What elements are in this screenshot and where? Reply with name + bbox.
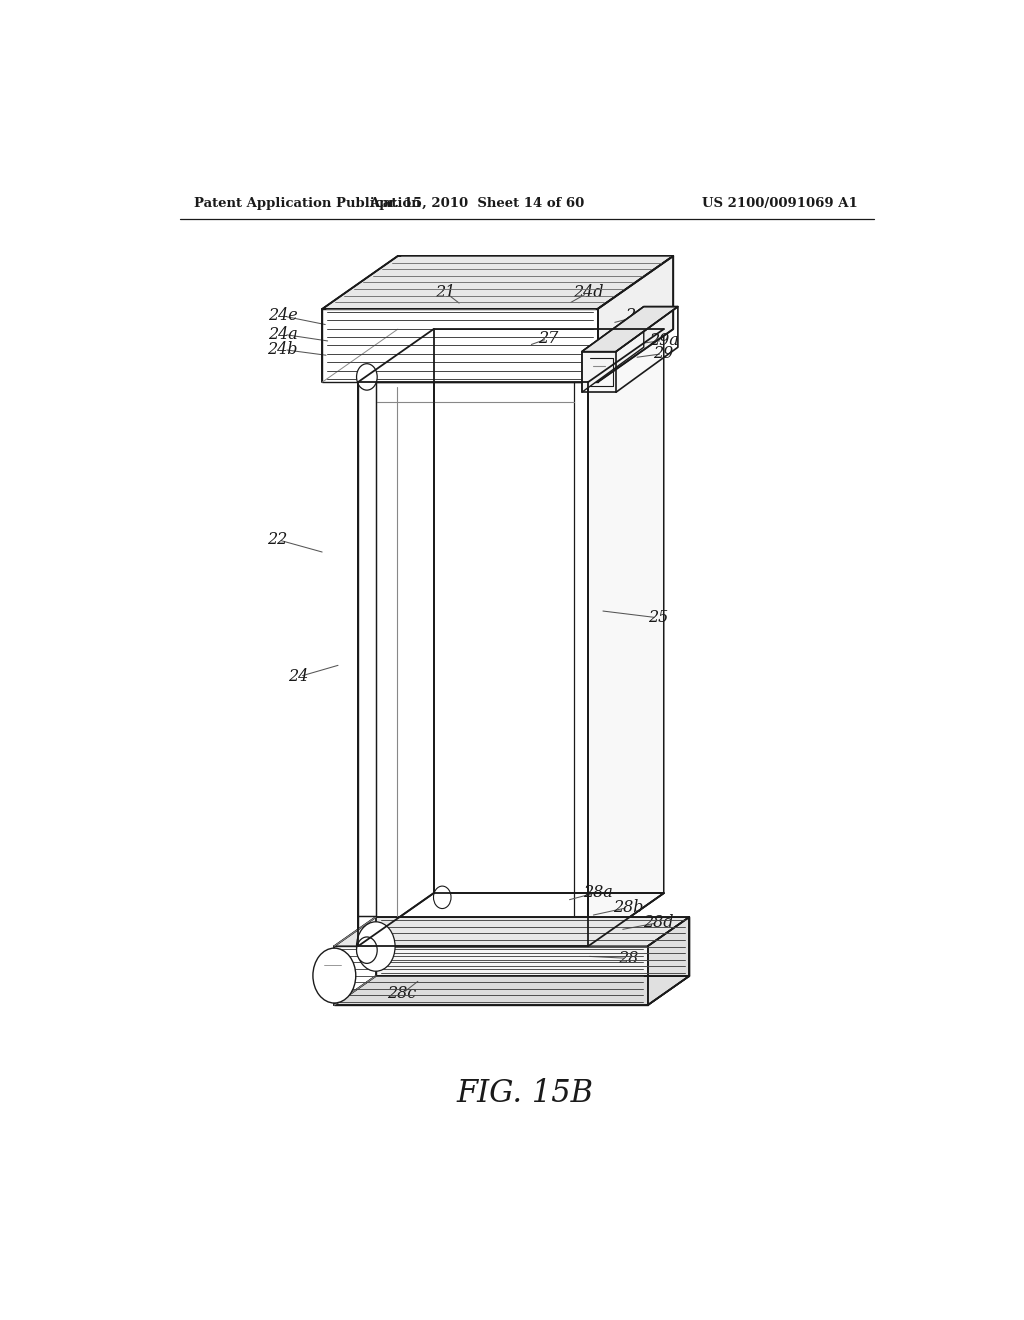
Text: 24d: 24d [573, 284, 603, 301]
Text: Patent Application Publication: Patent Application Publication [194, 197, 421, 210]
Text: 28a: 28a [583, 884, 612, 900]
Polygon shape [598, 256, 673, 381]
Polygon shape [648, 917, 689, 1005]
Polygon shape [323, 309, 598, 381]
Text: FIG. 15B: FIG. 15B [457, 1078, 593, 1109]
Polygon shape [376, 917, 689, 975]
Circle shape [356, 921, 395, 972]
Text: 24e: 24e [268, 308, 298, 325]
Text: US 2100/0091069 A1: US 2100/0091069 A1 [702, 197, 858, 210]
Text: 24b: 24b [267, 341, 298, 358]
Polygon shape [588, 329, 664, 946]
Circle shape [433, 886, 451, 908]
Text: 29: 29 [653, 345, 674, 362]
Text: 25: 25 [648, 610, 669, 626]
Text: Apr. 15, 2010  Sheet 14 of 60: Apr. 15, 2010 Sheet 14 of 60 [370, 197, 585, 210]
Polygon shape [582, 306, 644, 392]
Text: 28d: 28d [643, 915, 674, 931]
Polygon shape [323, 256, 673, 309]
Text: 24: 24 [289, 668, 309, 685]
Text: 28c: 28c [387, 986, 417, 1002]
Polygon shape [358, 329, 664, 381]
Text: 28: 28 [617, 950, 638, 966]
Text: 29a: 29a [649, 331, 679, 348]
Circle shape [356, 937, 377, 964]
Text: 27: 27 [539, 330, 559, 347]
Text: 24a: 24a [268, 326, 298, 343]
Polygon shape [334, 975, 689, 1005]
Text: 22: 22 [267, 531, 288, 548]
Polygon shape [582, 306, 678, 351]
Text: 24c: 24c [626, 308, 654, 325]
Polygon shape [358, 381, 588, 946]
Circle shape [356, 364, 377, 391]
Text: 28b: 28b [612, 899, 643, 916]
Polygon shape [334, 917, 689, 946]
Polygon shape [334, 946, 648, 1005]
Text: 21: 21 [435, 284, 456, 301]
Circle shape [313, 948, 355, 1003]
